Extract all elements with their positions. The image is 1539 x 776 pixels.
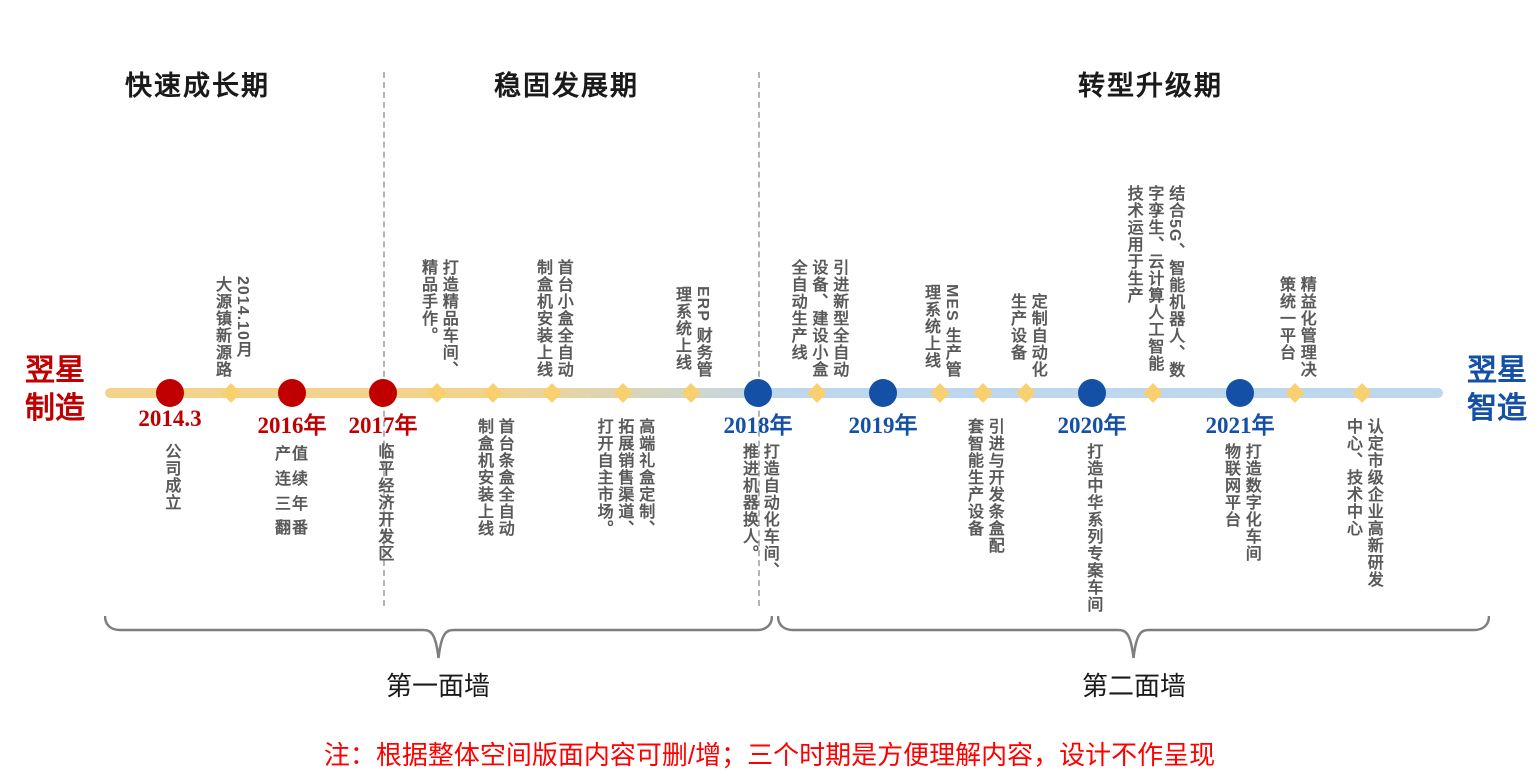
event-diamond-marker — [681, 383, 701, 403]
event-diamond-marker — [483, 383, 503, 403]
event-label: 引进与开发条盒配 套智能生产设备 — [965, 418, 1003, 554]
event-label: 引进新型全自动 设备、建设小盒 全自动生产线 — [788, 259, 848, 378]
milestone-year: 2019年 — [848, 413, 918, 438]
event-diamond-marker — [973, 383, 993, 403]
milestone-description: 产值 连续 三年 翻番 — [274, 446, 310, 538]
event-diamond-marker — [1352, 383, 1372, 403]
event-label: 结合5G、智能机器人、数 字孪生、云计算人工智能 技术运用于生产 — [1124, 184, 1184, 378]
event-label: 首台条盒全自动 制盒机安装上线 — [475, 418, 513, 537]
phase-divider-line — [383, 72, 385, 606]
milestone-description: 临平经济开发区 — [375, 443, 393, 562]
brace-shape — [777, 615, 1490, 659]
event-diamond-marker — [807, 383, 827, 403]
event-label: 定制自动化 生产设备 — [1008, 293, 1046, 378]
event-label: 首台小盒全自动 制盒机安装上线 — [534, 259, 572, 378]
milestone-circle-marker — [369, 379, 397, 407]
milestone-description: 打造数字化车间 物联网平台 — [1222, 443, 1260, 562]
event-diamond-marker — [221, 383, 241, 403]
event-diamond-marker — [1143, 383, 1163, 403]
milestone-description: 公司成立 — [162, 443, 180, 511]
milestone-year: 2018年 — [723, 413, 793, 438]
milestone-year: 2020年 — [1057, 413, 1127, 438]
event-diamond-marker — [1285, 383, 1305, 403]
milestone-year: 2016年 — [257, 413, 327, 438]
event-diamond-marker — [613, 383, 633, 403]
milestone-description: 打造中华系列专案车间 — [1084, 443, 1102, 613]
footnote: 注：根据整体空间版面内容可删/增；三个时期是方便理解内容，设计不作呈现 — [323, 740, 1216, 770]
milestone-circle-marker — [869, 379, 897, 407]
brace-shape — [104, 615, 773, 659]
phase-divider-line — [758, 72, 760, 606]
brace-label: 第二面墙 — [1081, 671, 1187, 701]
milestone-circle-marker — [156, 379, 184, 407]
event-diamond-marker — [930, 383, 950, 403]
milestone-description: 打造自动化车间、 推进机器换人。 — [740, 443, 778, 579]
milestone-circle-marker — [744, 379, 772, 407]
milestone-circle-marker — [278, 379, 306, 407]
timeline-bar — [105, 388, 1443, 398]
event-label: 精益化管理决 策统一平台 — [1277, 276, 1315, 378]
event-diamond-marker — [542, 383, 562, 403]
milestone-year: 2017年 — [348, 413, 418, 438]
milestone-year: 2021年 — [1205, 413, 1275, 438]
event-label: 2014.10月 大源镇新源路 — [213, 276, 251, 378]
timeline-end-label: 翌星 智造 — [1467, 354, 1527, 425]
milestone-year: 2014.3 — [138, 406, 202, 431]
timeline-start-label: 翌星 制造 — [25, 354, 85, 425]
event-label: 打造精品车间、 精品手作。 — [419, 259, 457, 378]
phase-header: 快速成长期 — [125, 71, 270, 101]
event-label: 高端礼盒定制、 拓展销售渠道、 打开自主市场。 — [594, 418, 654, 537]
brace-label: 第一面墙 — [385, 671, 491, 701]
phase-header: 转型升级期 — [1078, 71, 1223, 101]
milestone-circle-marker — [1078, 379, 1106, 407]
event-label: 认定市级企业高新研发 中心、技术中心 — [1344, 418, 1382, 588]
event-diamond-marker — [427, 383, 447, 403]
milestone-circle-marker — [1226, 379, 1254, 407]
event-diamond-marker — [1016, 383, 1036, 403]
event-label: ERP 财务管 理系统上线 — [673, 285, 711, 378]
event-label: MES 生产管 理系统上线 — [922, 283, 960, 378]
phase-header: 稳固发展期 — [494, 71, 639, 101]
